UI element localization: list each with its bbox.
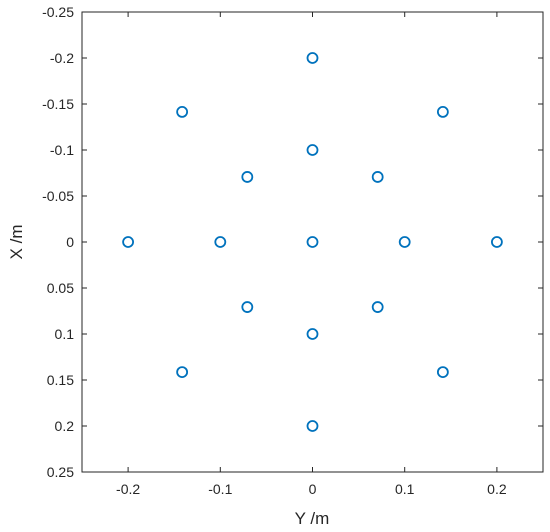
x-tick-label: 0 xyxy=(309,481,317,497)
y-tick-label: -0.15 xyxy=(42,96,74,112)
y-axis-label: X /m xyxy=(7,225,26,260)
x-tick-label: 0.1 xyxy=(395,481,415,497)
y-tick-label: 0.2 xyxy=(55,418,75,434)
y-tick-label: 0 xyxy=(66,234,74,250)
data-point xyxy=(306,144,319,156)
data-point xyxy=(436,366,449,378)
data-point xyxy=(176,366,189,378)
y-tick-label: 0.15 xyxy=(47,372,74,388)
y-tick-label: -0.05 xyxy=(42,188,74,204)
data-point xyxy=(371,301,384,313)
x-tick-label: -0.1 xyxy=(208,481,232,497)
x-tick-labels: -0.2 -0.1 0 0.1 0.2 xyxy=(116,481,507,497)
y-tick-label: 0.1 xyxy=(55,326,75,342)
data-point xyxy=(490,236,503,248)
data-point xyxy=(436,106,449,118)
y-tick-label: 0.05 xyxy=(47,280,74,296)
data-point xyxy=(176,106,189,118)
x-axis-label: Y /m xyxy=(295,509,330,528)
y-tick-label: -0.25 xyxy=(42,4,74,20)
data-point xyxy=(122,236,135,248)
data-point xyxy=(371,171,384,183)
y-tick-label: -0.2 xyxy=(50,50,74,66)
y-tick-labels: -0.25 -0.2 -0.15 -0.1 -0.05 0 0.05 0.1 0.15 0.2 0.… xyxy=(42,4,74,480)
axis-ticks xyxy=(82,11,543,473)
data-point xyxy=(241,301,254,313)
data-point xyxy=(241,171,254,183)
x-tick-label: 0.2 xyxy=(487,481,507,497)
y-tick-label: -0.1 xyxy=(50,142,74,158)
plot-frame xyxy=(81,11,544,473)
data-point xyxy=(398,236,411,248)
y-tick-label: 0.25 xyxy=(47,464,74,480)
data-point xyxy=(306,236,319,248)
x-tick-label: -0.2 xyxy=(116,481,140,497)
data-point xyxy=(306,420,319,432)
data-point xyxy=(306,328,319,340)
data-points xyxy=(122,52,503,432)
data-point xyxy=(306,52,319,64)
data-point xyxy=(214,236,227,248)
